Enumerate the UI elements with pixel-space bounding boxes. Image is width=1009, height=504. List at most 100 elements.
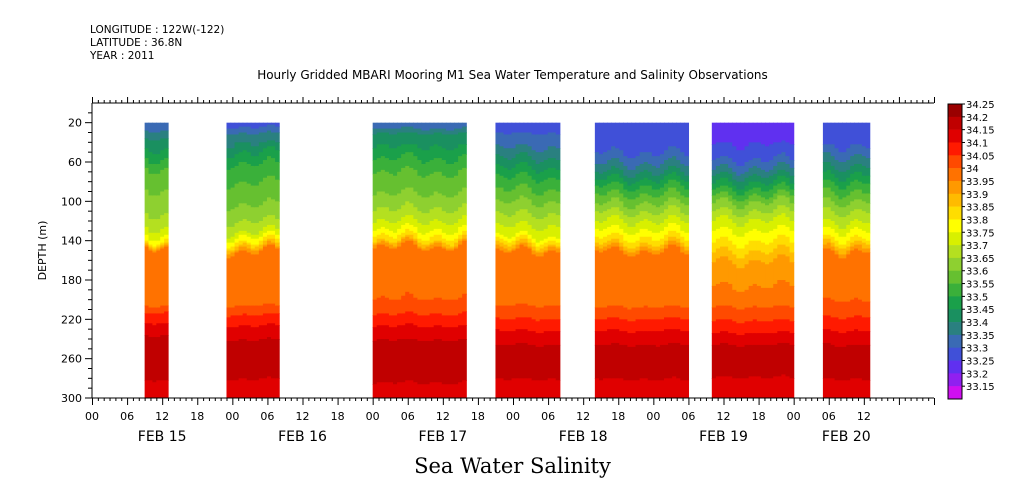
- contour-cell: [152, 163, 157, 175]
- contour-cell: [515, 144, 521, 155]
- contour-cell: [164, 305, 169, 313]
- contour-cell: [531, 205, 537, 218]
- contour-cell: [372, 122, 378, 130]
- contour-cell: [664, 150, 669, 161]
- contour-cell: [655, 215, 661, 226]
- contour-cell: [598, 173, 604, 181]
- x-day-label: FEB 15: [138, 429, 187, 445]
- contour-cell: [728, 142, 733, 159]
- contour-cell: [262, 132, 268, 143]
- contour-cell: [719, 163, 725, 173]
- contour-cell: [655, 183, 661, 191]
- contour-cell: [659, 173, 665, 181]
- contour-cell: [507, 203, 513, 218]
- contour-cell: [445, 250, 451, 301]
- contour-cell: [535, 307, 541, 322]
- contour-cell: [830, 191, 836, 202]
- contour-cell: [647, 331, 653, 346]
- contour-cell: [234, 250, 240, 254]
- contour-cell: [623, 246, 628, 252]
- contour-cell: [535, 207, 541, 220]
- contour-cell: [437, 128, 443, 134]
- contour-cell: [499, 305, 505, 320]
- contour-cell: [543, 160, 549, 171]
- contour-cell: [715, 305, 721, 320]
- contour-cell: [152, 313, 157, 326]
- contour-cell: [523, 378, 529, 398]
- contour-cell: [425, 340, 431, 385]
- contour-cell: [376, 144, 382, 159]
- contour-cell: [789, 344, 795, 379]
- legend-label: 33.9: [966, 190, 988, 201]
- contour-cell: [659, 248, 665, 254]
- contour-cell: [611, 378, 616, 398]
- contour-cell: [850, 221, 855, 230]
- contour-cell: [861, 222, 867, 232]
- contour-cell: [246, 325, 252, 342]
- contour-cell: [676, 224, 681, 234]
- contour-cell: [752, 181, 758, 189]
- legend-swatch: [948, 322, 962, 336]
- contour-cell: [527, 122, 533, 134]
- contour-cell: [719, 197, 725, 208]
- contour-cell: [777, 122, 782, 143]
- contour-cell: [846, 177, 851, 187]
- contour-cell: [756, 240, 762, 252]
- contour-cell: [631, 226, 637, 236]
- contour-cell: [499, 234, 505, 240]
- contour-cell: [672, 122, 677, 147]
- contour-cell: [822, 219, 828, 228]
- contour-cell: [676, 317, 681, 330]
- legend-swatch: [948, 116, 962, 130]
- contour-cell: [850, 378, 855, 398]
- contour-cell: [651, 197, 657, 206]
- contour-cell: [454, 238, 459, 244]
- contour-cell: [611, 197, 616, 208]
- contour-cell: [765, 191, 770, 200]
- contour-cell: [748, 175, 754, 183]
- contour-cell: [724, 171, 729, 179]
- contour-cell: [539, 252, 545, 257]
- contour-cell: [246, 163, 252, 185]
- contour-cell: [515, 211, 521, 224]
- contour-cell: [254, 122, 260, 130]
- contour-cell: [631, 183, 637, 193]
- contour-cell: [527, 146, 533, 157]
- contour-cell: [413, 382, 419, 398]
- contour-cell: [724, 207, 729, 216]
- contour-cell: [594, 228, 600, 238]
- contour-cell: [262, 313, 268, 326]
- x-hour-tick-label: 12: [857, 410, 871, 423]
- contour-cell: [611, 189, 616, 198]
- contour-cell: [266, 130, 272, 141]
- contour-cell: [752, 209, 758, 220]
- contour-cell: [842, 236, 847, 246]
- contour-cell: [144, 242, 150, 246]
- contour-cell: [838, 217, 843, 230]
- contour-cell: [834, 215, 840, 226]
- contour-cell: [495, 211, 501, 224]
- contour-cell: [659, 244, 665, 250]
- contour-cell: [152, 337, 157, 383]
- contour-cell: [539, 152, 545, 163]
- contour-cell: [543, 252, 549, 307]
- contour-cell: [539, 122, 545, 136]
- contour-cell: [380, 219, 386, 228]
- contour-cell: [246, 152, 252, 165]
- contour-cell: [401, 122, 406, 128]
- contour-cell: [230, 327, 236, 342]
- contour-cell: [409, 215, 414, 226]
- contour-cell: [543, 242, 549, 248]
- contour-cell: [623, 222, 628, 234]
- contour-cell: [781, 195, 787, 206]
- contour-cell: [643, 319, 649, 332]
- contour-cell: [760, 344, 766, 379]
- contour-cell: [458, 297, 463, 315]
- contour-cell: [781, 181, 787, 191]
- contour-cell: [719, 226, 725, 238]
- contour-cell: [458, 325, 463, 340]
- data-segment: [822, 122, 871, 398]
- contour-cell: [850, 250, 855, 301]
- contour-cell: [631, 252, 637, 257]
- contour-cell: [433, 128, 439, 134]
